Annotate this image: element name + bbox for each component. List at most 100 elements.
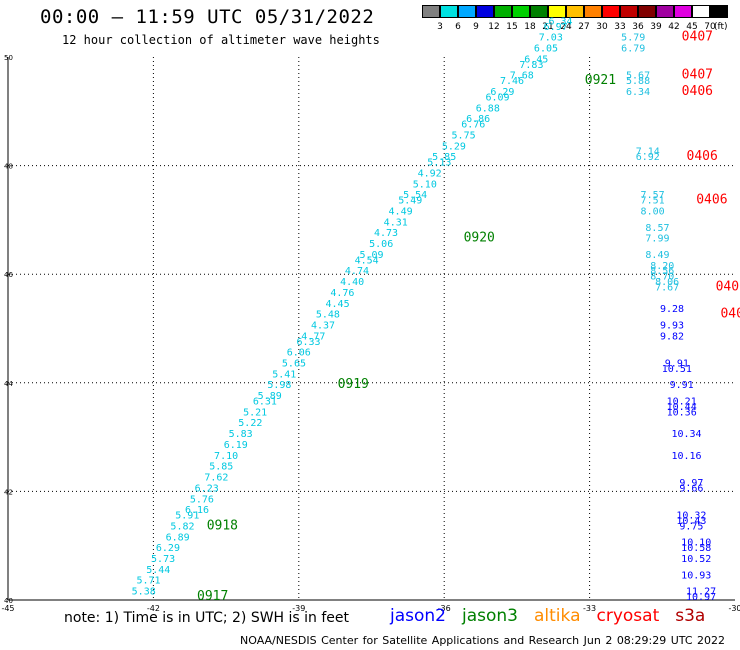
- swh-data-label: 7.68: [510, 71, 534, 82]
- footnote-text: note: 1) Time is in UTC; 2) SWH is in fe…: [64, 610, 350, 626]
- y-tick-label: 48: [4, 163, 13, 171]
- swh-data-label: 6.45: [524, 54, 548, 65]
- swh-data-label: 5.88: [626, 76, 650, 87]
- swh-data-label: 4.54: [355, 255, 379, 266]
- swh-data-label: 7.46: [500, 76, 524, 87]
- color-scale-swatch: [530, 5, 548, 18]
- color-scale-swatch: [476, 5, 494, 18]
- swh-data-label: 8.56: [650, 266, 674, 277]
- color-scale-swatch: [548, 5, 566, 18]
- swh-data-label: 9.93: [660, 321, 684, 332]
- swh-data-label: 10.58: [681, 543, 711, 554]
- x-tick-label: -45: [1, 604, 14, 613]
- y-tick-label: 50: [4, 54, 13, 62]
- swh-data-label: 5.65: [282, 359, 306, 370]
- swh-data-label: 10.21: [667, 397, 697, 408]
- color-scale-swatch: [674, 5, 692, 18]
- swh-data-label: 10.32: [676, 511, 706, 522]
- time-stamp-label: 0407: [682, 68, 713, 83]
- swh-data-label: 5.98: [267, 380, 291, 391]
- swh-data-label: 5.67: [626, 71, 650, 82]
- swh-data-label: 5.41: [272, 369, 296, 380]
- satellite-legend-item: s3a: [675, 606, 706, 626]
- swh-data-label: 11.27: [686, 587, 716, 598]
- swh-data-label: 8.20: [650, 261, 674, 272]
- swh-data-label: 7.10: [214, 451, 238, 462]
- swh-data-label: 6.89: [166, 532, 190, 543]
- swh-data-label: 5.79: [621, 33, 645, 44]
- x-tick-label: -42: [147, 604, 160, 613]
- color-scale-swatch: [620, 5, 638, 18]
- swh-data-label: 4.49: [389, 206, 413, 217]
- color-scale-label: 36: [632, 22, 644, 32]
- color-scale-swatch: [584, 5, 602, 18]
- time-stamp-label: 0919: [338, 377, 369, 392]
- color-scale-swatch: [440, 5, 458, 18]
- color-scale-swatch: [566, 5, 584, 18]
- color-scale-label: 15: [506, 22, 518, 32]
- swh-data-label: 6.79: [621, 44, 645, 55]
- color-scale-label: 30: [596, 22, 608, 32]
- swh-data-label: 8.70: [650, 272, 674, 283]
- swh-data-label: 4.73: [374, 228, 398, 239]
- swh-data-label: 10.36: [667, 407, 697, 418]
- swh-data-label: 5.09: [359, 250, 383, 261]
- swh-data-label: 9.28: [660, 304, 684, 315]
- swh-data-label: 8.49: [645, 250, 669, 261]
- color-scale-label: 70: [704, 22, 716, 32]
- swh-data-label: 6.86: [466, 114, 490, 125]
- swh-data-label: 6.97: [544, 22, 568, 33]
- color-scale-swatch: [494, 5, 512, 18]
- swh-data-label: 6.88: [476, 103, 500, 114]
- color-scale-label: 6: [455, 22, 461, 32]
- swh-data-label: 5.91: [175, 511, 199, 522]
- swh-data-label: 5.21: [243, 407, 267, 418]
- swh-data-label: 5.76: [190, 494, 214, 505]
- swh-data-label: 10.10: [681, 538, 711, 549]
- color-scale-label: 3: [437, 22, 443, 32]
- swh-data-label: 6.05: [534, 44, 558, 55]
- swh-data-label: 9.82: [660, 331, 684, 342]
- color-scale-label: 39: [650, 22, 662, 32]
- swh-data-label: 5.13: [427, 158, 451, 169]
- swh-data-label: 7.62: [204, 473, 228, 484]
- swh-data-label: 7.83: [519, 60, 543, 71]
- y-tick-label: 44: [4, 380, 13, 388]
- color-scale-label: 9: [473, 22, 479, 32]
- color-scale-swatch: [710, 5, 728, 18]
- color-scale-swatch: [602, 5, 620, 18]
- color-scale-label: 18: [524, 22, 536, 32]
- time-stamp-label: 0405: [720, 307, 740, 322]
- swh-data-label: 6.29: [156, 543, 180, 554]
- swh-data-label: 7.51: [641, 196, 665, 207]
- swh-data-label: 4.31: [384, 217, 408, 228]
- satellite-legend-item: altika: [534, 606, 581, 626]
- swh-data-label: 7.99: [645, 234, 669, 245]
- x-tick-label: -36: [438, 604, 451, 613]
- swh-data-label: 9.75: [679, 521, 703, 532]
- swh-data-label: 4.76: [330, 288, 354, 299]
- time-stamp-label: 0406: [696, 193, 727, 208]
- swh-data-label: 6.31: [253, 397, 277, 408]
- swh-data-label: 5.29: [442, 141, 466, 152]
- chart-title: 00:00 – 11:59 UTC 05/31/2022: [40, 6, 375, 28]
- swh-data-label: 5.10: [413, 179, 437, 190]
- swh-data-label: 10.16: [671, 451, 701, 462]
- swh-data-label: 9.66: [679, 483, 703, 494]
- swh-data-label: 5.75: [452, 130, 476, 141]
- y-tick-label: 46: [4, 271, 13, 279]
- swh-data-label: 6.23: [195, 483, 219, 494]
- swh-data-label: 6.76: [461, 120, 485, 131]
- swh-data-label: 10.44: [667, 402, 697, 413]
- satellite-legend: jason2 jason3 altika cryosat s3a: [390, 606, 705, 626]
- swh-data-label: 6.92: [636, 152, 660, 163]
- x-tick-label: -39: [292, 604, 305, 613]
- y-tick-label: 40: [4, 597, 13, 605]
- time-stamp-label: 0406: [716, 279, 740, 294]
- color-scale-swatch: [512, 5, 530, 18]
- color-scale-label: 12: [488, 22, 500, 32]
- credit-text: NOAA/NESDIS Center for Satellite Applica…: [240, 634, 726, 647]
- swh-data-label: 7.67: [655, 282, 679, 293]
- swh-data-label: 10.93: [681, 570, 711, 581]
- swh-data-label: 10.43: [676, 516, 706, 527]
